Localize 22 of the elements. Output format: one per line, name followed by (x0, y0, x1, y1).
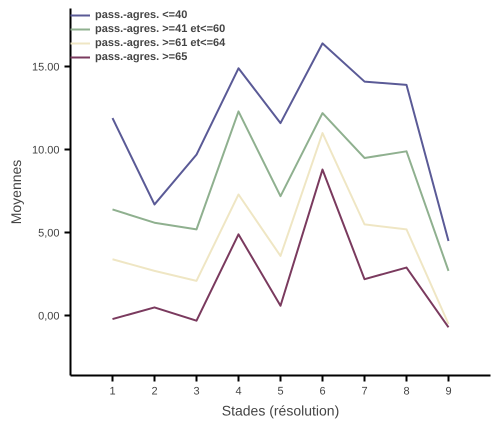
x-axis-title: Stades (résolution) (222, 402, 340, 418)
x-tick-label: 5 (277, 386, 284, 398)
line-series (112, 132, 450, 326)
x-tick-label: 3 (193, 386, 200, 398)
line-series (112, 110, 450, 272)
line-series (112, 168, 450, 328)
legend-label: pass.-agres. >=65 (95, 50, 188, 64)
x-tick-label: 4 (235, 386, 242, 398)
x-tick-label: 8 (403, 386, 410, 398)
legend-label: pass.-agres. <=40 (95, 8, 188, 22)
x-tick-label: 7 (361, 386, 368, 398)
x-tick-label: 6 (319, 386, 326, 398)
y-tick-label: 5,00 (38, 228, 60, 240)
x-tick-label: 2 (151, 386, 158, 398)
y-tick-label: 15.00 (32, 62, 60, 74)
y-tick-label: 0,00 (38, 310, 60, 323)
legend-label: pass.-agres. >=41 et<=60 (95, 22, 226, 36)
legend-label: pass.-agres. >=61 et<=64 (95, 36, 226, 50)
y-axis-title: Moyennes (8, 160, 24, 224)
x-tick-label: 1 (109, 386, 116, 398)
y-tick-label: 10.00 (32, 144, 60, 157)
x-tick-label: 9 (445, 386, 452, 398)
